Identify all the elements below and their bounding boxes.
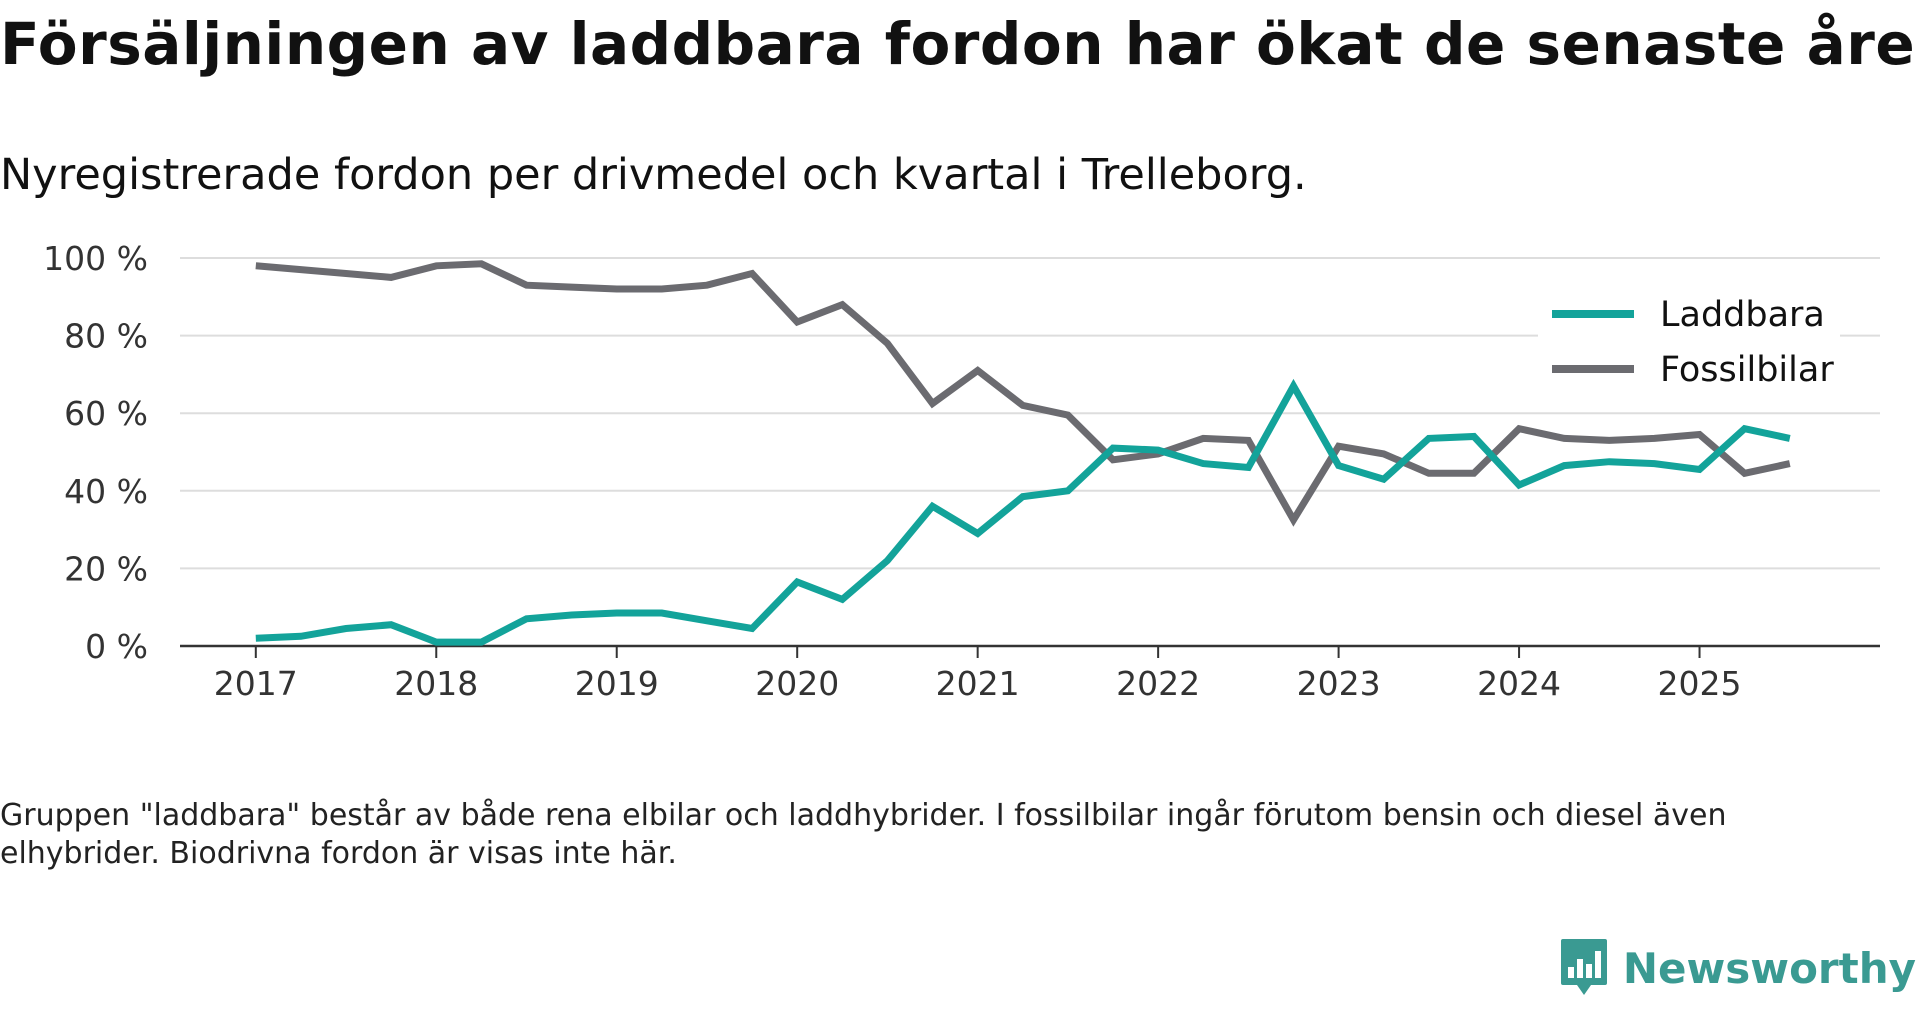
chart-title: Försäljningen av laddbara fordon har öka… (0, 10, 1920, 78)
y-tick-label: 40 % (64, 472, 148, 511)
x-tick-label: 2025 (1658, 664, 1742, 703)
brand-name: Newsworthy (1622, 943, 1916, 993)
series-line-fossilbilar (255, 260, 1791, 527)
x-tick-label: 2024 (1477, 664, 1561, 703)
x-tick-label: 2023 (1297, 664, 1381, 703)
x-axis (180, 644, 1880, 658)
newsworthy-logo-icon (1560, 939, 1607, 995)
y-tick-label: 20 % (64, 549, 148, 588)
chart-footnote: Gruppen "laddbara" består av både rena e… (0, 798, 1727, 871)
x-tick-label: 2018 (394, 664, 478, 703)
chart-subtitle: Nyregistrerade fordon per drivmedel och … (0, 150, 1307, 200)
y-axis-tick-labels: 0 % 20 % 40 % 60 % 80 % 100 % (43, 239, 148, 666)
y-tick-label: 80 % (64, 317, 148, 356)
series-line-laddbara (255, 378, 1791, 646)
x-tick-label: 2022 (1116, 664, 1200, 703)
data-series (255, 260, 1791, 646)
x-axis-tick-labels: 2017 2018 2019 2020 2021 2022 2023 2024 2025 (214, 664, 1742, 703)
legend-background (1538, 288, 1840, 406)
y-tick-label: 100 % (43, 239, 148, 278)
x-tick-label: 2017 (214, 664, 298, 703)
x-tick-label: 2019 (575, 664, 659, 703)
x-tick-label: 2020 (755, 664, 839, 703)
y-tick-label: 60 % (64, 394, 148, 433)
y-tick-label: 0 % (85, 627, 148, 666)
x-tick-label: 2021 (936, 664, 1020, 703)
line-chart: 0 % 20 % 40 % 60 % 80 % 100 % 2017 2018 2019 202… (43, 239, 1880, 703)
legend-label-fossilbilar: Fossilbilar (1660, 350, 1834, 390)
legend-label-laddbara: Laddbara (1660, 295, 1825, 335)
legend: Laddbara Fossilbilar (1538, 288, 1840, 406)
brand-logo: Newsworthy (1559, 936, 1916, 1000)
